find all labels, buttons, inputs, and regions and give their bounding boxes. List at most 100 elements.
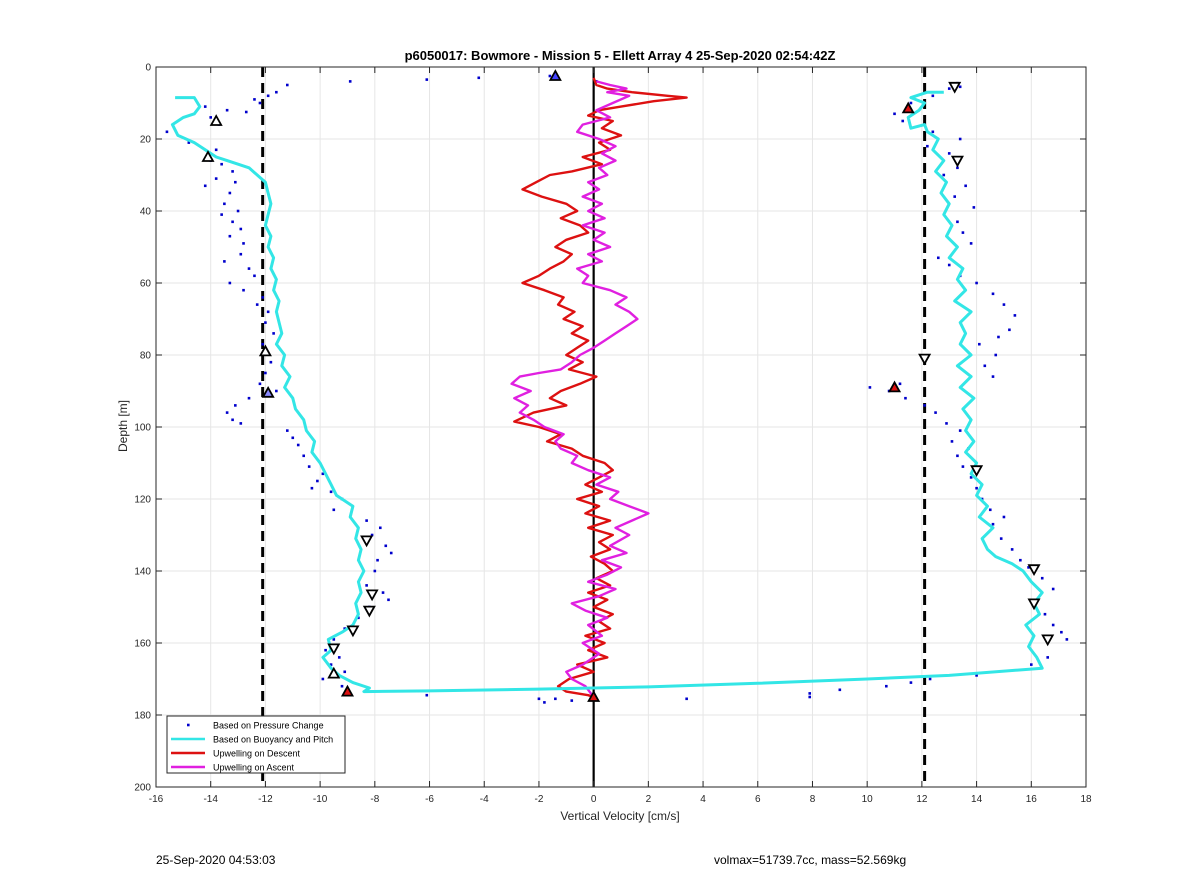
pressure-change-point — [348, 80, 352, 83]
pressure-change-point — [236, 209, 240, 213]
triangle-marker — [587, 690, 601, 702]
pressure-change-point — [381, 591, 385, 594]
pressure-change-point — [214, 148, 218, 152]
pressure-change-point — [1013, 314, 1017, 317]
pressure-change-point — [321, 472, 325, 476]
triangle-marker — [209, 114, 223, 126]
x-tick-label: 0 — [591, 794, 597, 805]
pressure-change-point — [329, 663, 333, 666]
triangle-marker — [360, 535, 374, 548]
pressure-change-point — [376, 558, 379, 562]
x-tick-label: 10 — [862, 794, 874, 805]
pressure-change-point — [909, 681, 913, 684]
x-tick-label: 16 — [1026, 794, 1038, 805]
pressure-change-point — [269, 360, 273, 364]
pressure-change-point — [242, 288, 245, 292]
x-tick-label: -4 — [480, 794, 489, 805]
triangle-marker — [365, 589, 379, 602]
pressure-change-point — [947, 263, 951, 267]
pressure-change-point — [964, 184, 967, 188]
y-tick-label: 120 — [134, 495, 151, 506]
pressure-change-point — [220, 162, 223, 166]
triangle-marker — [340, 684, 355, 697]
pressure-change-point — [258, 382, 262, 386]
pressure-change-point — [1065, 638, 1069, 641]
pressure-change-point — [838, 688, 842, 692]
pressure-change-point — [357, 616, 360, 620]
pressure-change-point — [310, 486, 314, 490]
pressure-change-point — [296, 443, 300, 447]
pressure-change-point — [285, 83, 289, 87]
pressure-change-point — [1010, 548, 1014, 551]
pressure-change-point — [1027, 566, 1030, 569]
pressure-change-point — [685, 697, 688, 701]
x-tick-label: -14 — [203, 794, 218, 805]
pressure-change-point — [343, 670, 347, 674]
pressure-change-point — [934, 411, 937, 414]
pressure-change-point — [926, 144, 929, 148]
triangle-marker — [327, 643, 341, 656]
pressure-change-point — [931, 130, 935, 134]
pressure-change-point — [961, 465, 965, 468]
x-tick-label: 12 — [916, 794, 928, 805]
axis-ticks: -16 -14 -12 -10 -8 -6 -4 -2 0 2 4 6 8 10 12 14 16 1802040… — [134, 63, 1092, 806]
x-tick-label: 18 — [1080, 794, 1092, 805]
triangle-marker — [887, 380, 902, 393]
pressure-change-point — [1043, 612, 1047, 616]
legend-symbol — [187, 723, 190, 727]
x-tick-label: 8 — [810, 794, 816, 805]
triangle-marker — [327, 666, 341, 679]
pressure-change-point — [978, 342, 981, 346]
x-tick-label: -16 — [149, 794, 164, 805]
triangle-marker — [918, 353, 932, 366]
pressure-change-point — [214, 177, 218, 180]
x-axis-label: Vertical Velocity [cm/s] — [560, 809, 679, 823]
x-tick-label: -12 — [258, 794, 273, 805]
pressure-change-point — [947, 87, 951, 90]
pressure-change-point — [264, 321, 267, 324]
triangle-marker — [1041, 634, 1055, 647]
pressure-change-point — [958, 85, 962, 89]
pressure-change-point — [389, 551, 393, 555]
y-axis-label: Depth [m] — [116, 400, 130, 452]
pressure-change-point — [997, 335, 1000, 339]
pressure-change-point — [975, 674, 978, 677]
triangle-marker — [548, 69, 562, 81]
pressure-change-point — [239, 422, 243, 425]
pressure-change-point — [885, 684, 888, 688]
pressure-change-point — [370, 533, 374, 537]
pressure-change-point — [969, 476, 973, 479]
descent-series-line — [513, 77, 688, 699]
pressure-change-point — [244, 110, 248, 114]
y-tick-label: 200 — [134, 783, 151, 794]
triangle-marker — [346, 625, 360, 638]
pressure-change-point — [247, 267, 251, 270]
triangle-marker — [201, 150, 215, 162]
pressure-change-point — [991, 292, 995, 296]
pressure-change-point — [316, 479, 319, 483]
pressure-change-point — [187, 141, 191, 144]
pressure-change-point — [936, 256, 940, 260]
buoyancy-series-line — [170, 90, 1044, 694]
pressure-change-point — [261, 296, 264, 299]
x-tick-label: -2 — [534, 794, 543, 805]
pressure-change-point — [285, 429, 289, 432]
pressure-change-point — [1002, 515, 1006, 519]
x-tick-label: 6 — [755, 794, 761, 805]
pressure-change-point — [898, 382, 902, 386]
pressure-change-point — [223, 260, 226, 263]
pressure-change-point — [931, 94, 935, 98]
pressure-change-point — [425, 78, 429, 81]
pressure-change-point — [808, 692, 812, 695]
legend: Based on Pressure Change Based on Buoyanc… — [166, 715, 346, 774]
y-tick-label: 180 — [134, 711, 151, 722]
pressure-change-point — [901, 119, 905, 123]
triangle-marker — [1027, 564, 1041, 577]
triangle-marker — [362, 605, 376, 618]
triangle-marker — [258, 344, 272, 357]
pressure-change-point — [904, 396, 907, 400]
pressure-change-point — [991, 375, 995, 378]
pressure-change-point — [231, 170, 234, 173]
x-tick-label: 2 — [646, 794, 652, 805]
pressure-change-point — [808, 695, 812, 699]
